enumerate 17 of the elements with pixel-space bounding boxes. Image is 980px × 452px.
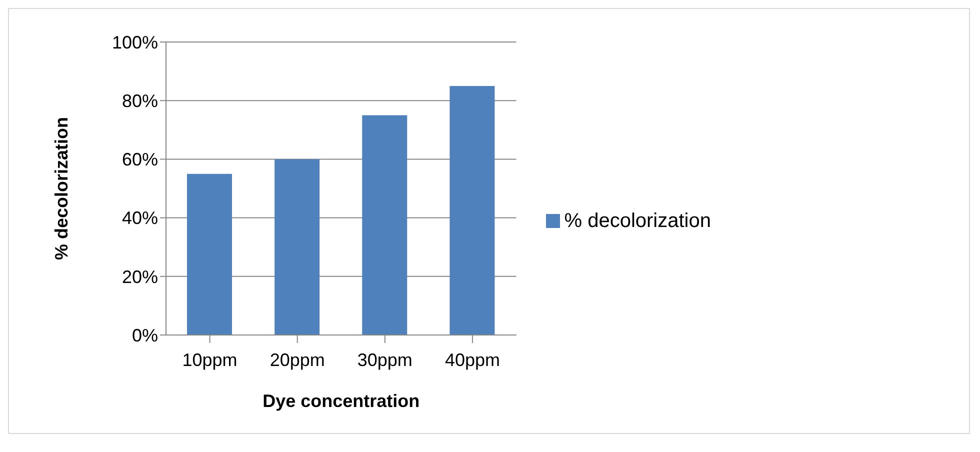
bar [450, 86, 495, 335]
bar [362, 115, 408, 335]
legend-label: % decolorization [564, 210, 711, 232]
y-tick-label: 100% [112, 32, 158, 52]
x-axis-title: Dye concentration [262, 391, 420, 411]
bar [187, 174, 232, 335]
y-tick-label: 40% [122, 208, 158, 228]
y-tick-label: 80% [122, 90, 158, 111]
y-tick-label: 20% [122, 266, 158, 287]
x-tick-label: 10ppm [182, 350, 238, 370]
y-axis-title: % decolorization [51, 116, 72, 260]
bar [274, 159, 320, 335]
y-tick-label: 60% [122, 150, 158, 170]
x-tick-label: 30ppm [357, 350, 412, 370]
y-tick-label: 0% [132, 325, 158, 346]
x-tick-label: 40ppm [444, 350, 500, 370]
x-tick-label: 20ppm [270, 350, 325, 370]
